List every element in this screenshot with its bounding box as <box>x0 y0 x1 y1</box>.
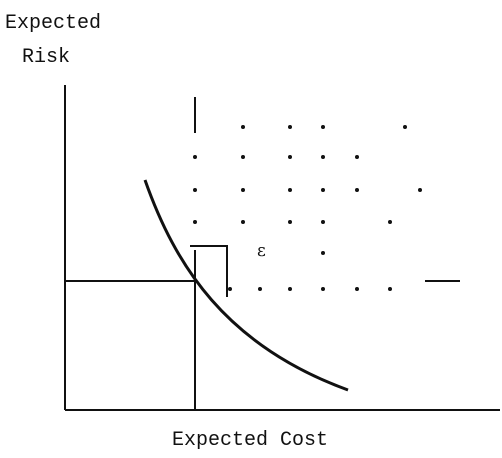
grid-dot <box>403 125 407 129</box>
grid-dot <box>321 188 325 192</box>
grid-dot <box>288 125 292 129</box>
grid-dot <box>388 220 392 224</box>
grid-dot <box>241 125 245 129</box>
grid-dot <box>288 155 292 159</box>
grid-dot <box>288 287 292 291</box>
grid-dots <box>193 125 422 291</box>
grid-dot <box>388 287 392 291</box>
frontier-curve <box>143 179 349 392</box>
grid-dot <box>258 287 262 291</box>
grid-dot <box>355 188 359 192</box>
grid-dot <box>321 125 325 129</box>
grid-dot <box>321 220 325 224</box>
grid-dot <box>193 188 197 192</box>
grid-dot <box>355 155 359 159</box>
epsilon-label: ε <box>257 241 266 261</box>
grid-dot <box>288 220 292 224</box>
grid-dot <box>241 220 245 224</box>
grid-dot <box>355 287 359 291</box>
grid-dot <box>193 220 197 224</box>
grid-dot <box>241 188 245 192</box>
epsilon-box <box>190 245 228 297</box>
grid-dot <box>288 188 292 192</box>
grid-dot <box>228 287 232 291</box>
grid-dot <box>321 155 325 159</box>
y-axis-label-line-1: Expected <box>5 12 101 35</box>
y-axis-label-line-2: Risk <box>22 46 70 69</box>
grid-dot <box>418 188 422 192</box>
grid-dot <box>321 287 325 291</box>
x-axis-label: Expected Cost <box>172 429 328 452</box>
grid-dot <box>321 251 325 255</box>
grid-dot <box>193 155 197 159</box>
grid-dot <box>241 155 245 159</box>
